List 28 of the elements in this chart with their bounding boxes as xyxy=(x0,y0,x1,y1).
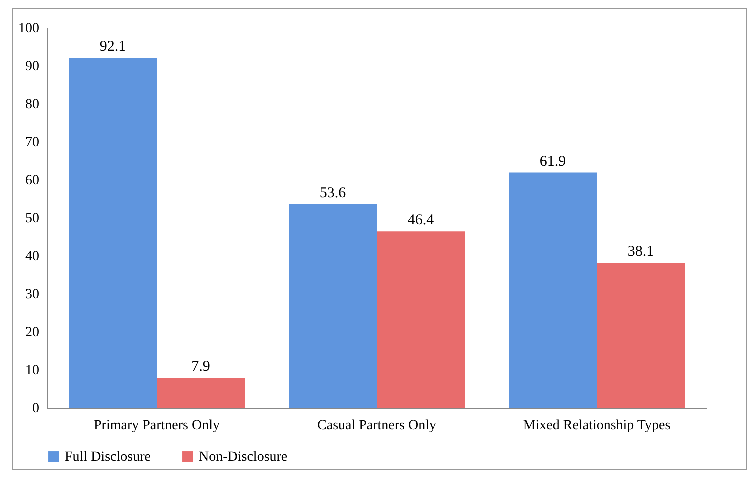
x-tick-label: Primary Partners Only xyxy=(94,418,220,434)
y-tick-label: 90 xyxy=(26,60,40,74)
legend-label: Full Disclosure xyxy=(65,450,151,465)
y-tick-label: 20 xyxy=(26,326,40,340)
bar xyxy=(157,378,245,408)
y-tick-label: 40 xyxy=(26,250,40,264)
y-tick-label: 80 xyxy=(26,98,40,112)
data-label: 61.9 xyxy=(540,154,566,170)
y-tick-label: 60 xyxy=(26,174,40,188)
bar xyxy=(69,58,157,408)
legend-label: Non-Disclosure xyxy=(199,450,288,465)
data-label: 92.1 xyxy=(100,39,126,56)
x-tick-label: Casual Partners Only xyxy=(318,418,436,434)
data-label: 38.1 xyxy=(628,244,654,260)
bar xyxy=(509,172,597,408)
y-tick-label: 30 xyxy=(26,288,40,302)
bar xyxy=(377,232,465,408)
y-tick-label: 0 xyxy=(32,402,40,416)
data-label: 46.4 xyxy=(408,212,435,229)
x-tick-label: Mixed Relationship Types xyxy=(523,418,671,434)
bar xyxy=(289,204,377,408)
data-label: 7.9 xyxy=(192,358,210,375)
y-tick-label: 70 xyxy=(26,136,40,150)
y-tick-label: 100 xyxy=(18,22,40,36)
bar xyxy=(597,263,685,408)
y-tick-label: 50 xyxy=(26,212,40,226)
y-tick-label: 10 xyxy=(26,364,40,378)
data-label: 53.6 xyxy=(320,185,347,202)
